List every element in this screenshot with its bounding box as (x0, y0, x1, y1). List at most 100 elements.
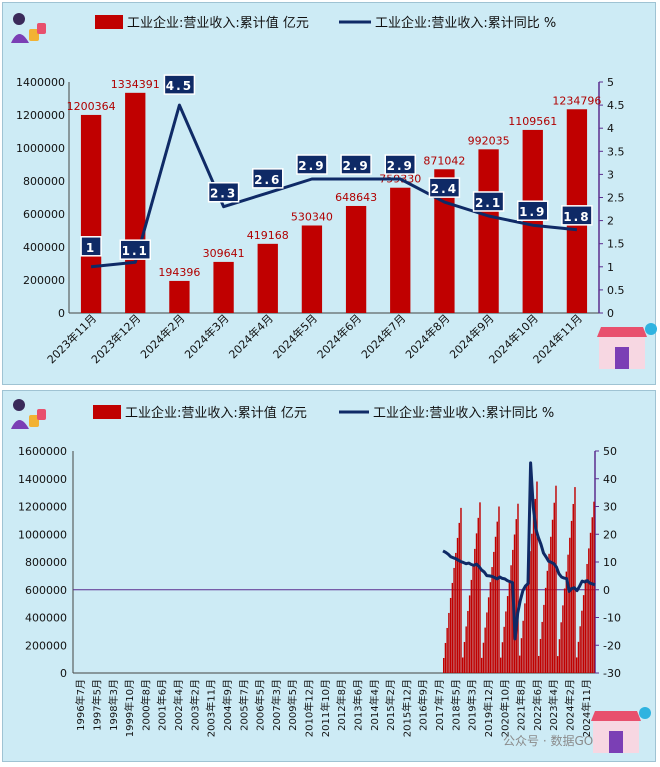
y-left-tick-label: 600000 (25, 584, 67, 597)
bar (478, 149, 499, 313)
bar (522, 129, 543, 313)
line-value-label: 2.9 (342, 159, 369, 173)
bar-value-label: 1200364 (67, 100, 116, 113)
y-right-tick-label: 30 (603, 501, 617, 514)
bar (444, 642, 447, 673)
line-label-box (340, 154, 372, 175)
x-tick-label: 2004年9月 (221, 679, 234, 731)
y-left-tick-label: 200000 (23, 274, 65, 287)
bar (257, 243, 278, 313)
shopper-body-icon (11, 34, 29, 43)
bar (538, 655, 540, 673)
y-right-tick-label: -20 (603, 639, 621, 652)
bar (531, 533, 533, 673)
x-tick-label: 2024年4月 (226, 311, 276, 361)
x-tick-label: 2018年5月 (449, 679, 462, 731)
bar (80, 114, 102, 313)
bar (498, 506, 500, 673)
bar (529, 551, 531, 673)
growth-line (442, 461, 596, 641)
x-tick-label: 2013年6月 (351, 679, 364, 731)
bar (534, 498, 536, 673)
bar (453, 567, 455, 673)
shopping-bag-icon (29, 415, 39, 427)
bar (496, 521, 498, 673)
y-right-tick-label: 3 (607, 168, 614, 181)
bar (489, 582, 492, 673)
bar (477, 517, 479, 673)
bar (582, 595, 585, 673)
line-value-label: 2.4 (431, 182, 458, 196)
bar (591, 517, 593, 673)
bar (558, 639, 561, 673)
bar (500, 657, 502, 673)
chart-top: 工业企业:营业收入:累计值 亿元 工业企业:营业收入:累计同比 % 0 200000 4… (11, 13, 657, 369)
shopper-head-icon (13, 13, 25, 25)
x-tick-label: 2024年8月 (402, 311, 452, 361)
bar (555, 485, 557, 673)
legend-bar-label: 工业企业:营业收入:累计值 亿元 (125, 405, 307, 421)
bar (481, 657, 483, 673)
bar (579, 626, 581, 673)
bar-value-label: 648643 (335, 191, 377, 204)
y-left-tick-label: 1400000 (18, 473, 67, 486)
bar (563, 588, 566, 673)
bar-value-label: 194396 (158, 266, 200, 279)
chart-panel-bottom: 工业企业:营业收入:累计值 亿元 工业企业:营业收入:累计同比 % 0 200000 4… (2, 390, 656, 762)
line-label-box (80, 236, 102, 257)
line-label-box (428, 177, 461, 198)
y-left-tick-label: 1400000 (16, 76, 65, 89)
x-tick-label: 2021年8月 (515, 679, 528, 731)
y-left-tick-label: 400000 (25, 612, 67, 625)
y-left-tick-label: 1200000 (18, 501, 67, 514)
x-tick-label: 2016年9月 (417, 679, 430, 731)
bar (456, 537, 459, 673)
line-label-box (384, 154, 416, 175)
line-label-box (296, 154, 328, 175)
x-tick-label: 2024年2月 (137, 311, 187, 361)
bar (486, 612, 488, 673)
line-label-box (472, 191, 505, 212)
y-right-tick-label: 4 (607, 122, 614, 135)
x-tick-label: 2003年2月 (188, 679, 201, 731)
bar (463, 641, 466, 673)
bar (468, 595, 471, 673)
bar (506, 596, 509, 673)
line-value-label: 2.6 (254, 173, 281, 187)
bar (586, 563, 588, 673)
bar (169, 280, 190, 313)
line-value-label: 4.5 (166, 79, 193, 93)
y-left-tick-label: 1000000 (18, 528, 67, 541)
bar (565, 571, 568, 673)
bar (544, 587, 547, 673)
watermark-text: 公众号 · 数据GO (503, 733, 593, 748)
bar (460, 507, 462, 673)
x-tick-label: 2005年7月 (237, 679, 250, 731)
bar (458, 522, 460, 673)
bar (449, 597, 452, 673)
bar (577, 641, 580, 673)
bar (567, 554, 569, 673)
x-tick-label: 1998年3月 (107, 679, 120, 731)
x-tick-label: 2022年6月 (531, 679, 544, 731)
x-tick-label: 2015年12月 (400, 679, 413, 737)
x-tick-label: 2014年4月 (368, 679, 381, 731)
x-tick-label: 2010年12月 (303, 679, 316, 737)
legend-line-label: 工业企业:营业收入:累计同比 % (375, 15, 556, 31)
bar (472, 564, 474, 673)
bar (467, 610, 469, 673)
bar (451, 582, 454, 673)
x-tick-label: 2019年12月 (482, 679, 495, 737)
bar (557, 656, 559, 673)
bar (484, 627, 486, 673)
legend-bar-label: 工业企业:营业收入:累计值 亿元 (127, 15, 309, 31)
legend-bar-swatch (95, 15, 123, 29)
line-value-label: 2.3 (210, 187, 237, 201)
shop-door-icon (609, 731, 623, 753)
y-right-tick-label: -10 (603, 612, 621, 625)
y-left-tick-label: 600000 (23, 208, 65, 221)
line-value-label: 1.9 (519, 205, 546, 219)
x-tick-label: 2015年2月 (384, 679, 397, 731)
line-value-label: 2.9 (387, 159, 414, 173)
growth-line (90, 103, 578, 269)
